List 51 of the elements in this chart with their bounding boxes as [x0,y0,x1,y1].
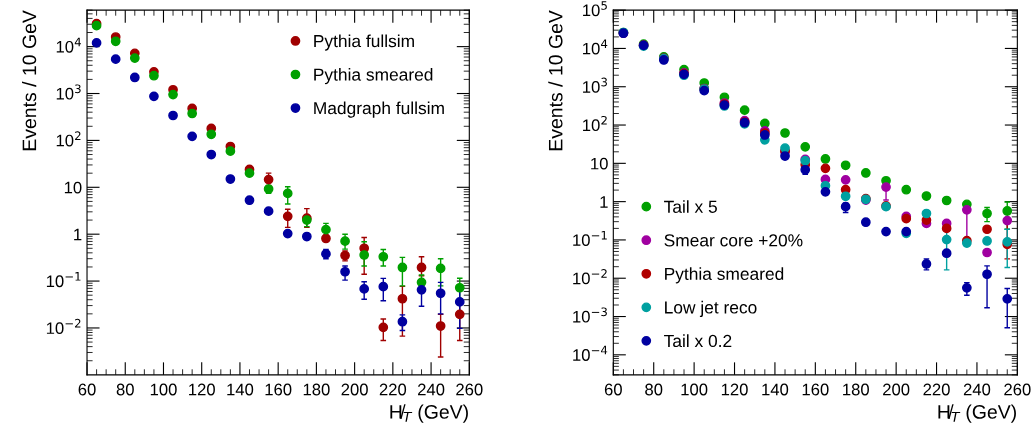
x-tick-label: 160 [802,383,829,396]
y-tick-label: 10$^{−1}$ [573,230,607,247]
x-tick-label: 240 [963,383,991,396]
legend-label: Pythia smeared [665,267,784,284]
x-tick-label: 220 [379,383,407,396]
x-tick-label: 160 [265,383,292,396]
x-tick-label: 80 [645,383,663,396]
x-tick-label: 180 [843,383,869,396]
x-tick-label: 240 [418,383,445,396]
y-tick-label: 10 [64,181,82,194]
x-tick-label: 180 [303,383,330,396]
legend-label: Pythia smeared [314,67,433,85]
x-axis-title: H̸$_{T}$ (GeV) [938,404,1016,423]
y-tick-label: 10$^{−2}$ [573,269,607,285]
x-tick-label: 100 [681,383,708,396]
legend-label: Madgraph fullsim [314,101,444,118]
x-tick-label: 60 [78,383,96,396]
x-tick-label: 120 [721,383,748,396]
y-tick-label: 10$^{4}$ [56,37,81,53]
x-tick-label: 200 [883,383,910,396]
x-axis-title: H̸$_{T}$ (GeV) [390,404,468,423]
y-tick-label: 10$^{5}$ [583,1,607,17]
legend-label: Smear core +20% [664,234,803,247]
x-tick-label: 260 [1004,383,1031,396]
y-tick-label: 10$^{2}$ [583,115,607,132]
y-tick-label: 1 [74,228,82,241]
y-tick-label: 10$^{−3}$ [573,307,607,323]
x-tick-label: 260 [456,383,483,396]
y-tick-label: 10$^{3}$ [583,77,607,93]
x-tick-label: 100 [150,383,177,396]
y-tick-label: 10$^{−1}$ [46,272,81,288]
y-tick-label: 10$^{4}$ [583,39,608,55]
y-tick-label: 10$^{3}$ [56,84,81,100]
x-tick-label: 60 [604,383,622,396]
x-tick-label: 140 [227,383,254,396]
x-tick-label: 120 [189,383,215,396]
legend-label: Low jet reco [665,300,757,317]
y-axis-title: Events / 10 GeV [21,10,37,151]
x-tick-label: 80 [116,383,134,396]
y-axis-title: Events / 10 GeV [548,10,563,151]
x-tick-label: 140 [762,383,789,396]
y-tick-label: 10$^{2}$ [56,131,81,147]
y-tick-label: 10 [591,157,608,170]
y-tick-label: 10$^{−2}$ [46,318,81,335]
y-tick-label: 1 [600,196,608,208]
x-tick-label: 200 [341,383,368,396]
y-tick-label: 10$^{−4}$ [573,345,608,361]
legend-label: Tail x 0.2 [664,334,732,348]
x-tick-label: 220 [923,383,950,396]
legend-label: Tail x 5 [664,200,717,213]
legend-label: Pythia fullsim [314,34,414,51]
